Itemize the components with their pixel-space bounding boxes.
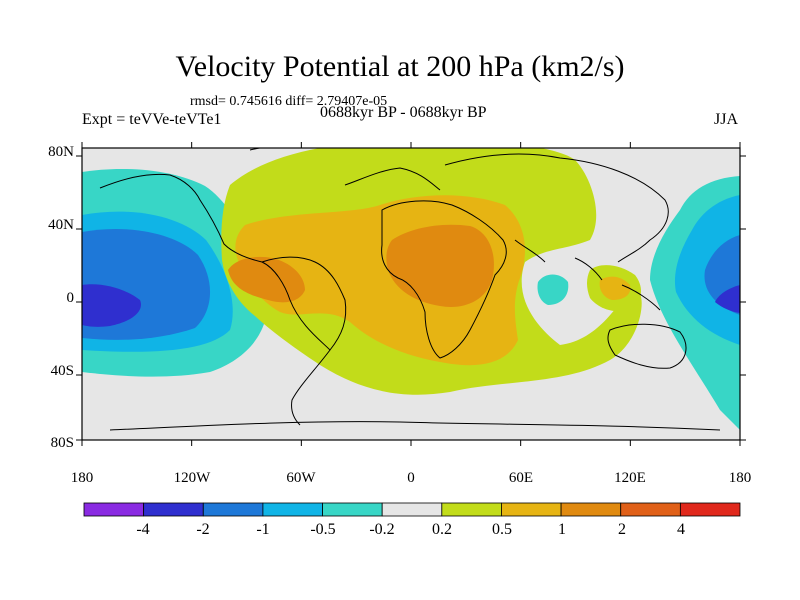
colorbar-box [262,502,323,517]
colorbar-label: -2 [196,521,209,538]
colorbar-label: 0.5 [492,521,512,538]
colorbar [83,502,741,517]
lat-tick-label: 0 [67,290,75,306]
lon-tick-label: 0 [407,470,415,486]
experiment-label: Expt = teVVe-teVTe1 [82,111,222,128]
lon-tick-label: 120E [614,470,646,486]
colorbar-label: 4 [677,521,685,538]
chart-title: Velocity Potential at 200 hPa (km2/s) [175,50,625,83]
colorbar-box [83,502,145,517]
colorbar-box [679,502,741,517]
colorbar-labels: -4 -2 -1 -0.5 -0.2 0.2 0.5 1 2 4 [136,521,685,538]
colorbar-box [441,502,502,517]
colorbar-label: -1 [256,521,269,538]
contour-field [82,148,740,440]
colorbar-box [143,502,204,517]
axis-ticks [76,142,746,446]
period-label: 0688kyr BP - 0688kyr BP [320,104,487,121]
stats-label: rmsd= 0.745616 diff= 2.79407e-05 [190,94,388,109]
lon-tick-label: 180 [729,470,752,486]
lat-tick-label: 40N [48,217,74,233]
coastlines [99,148,721,431]
colorbar-label: 1 [558,521,566,538]
contour-region [599,276,631,300]
contour-region [82,284,141,327]
colorbar-label: -0.2 [369,521,394,538]
colorbar-box [202,502,264,517]
contour-region [537,274,569,305]
colorbar-box [322,502,383,517]
contour-region [386,224,494,307]
colorbar-label: -4 [136,521,149,538]
lat-tick-label: 80N [48,144,74,160]
lon-tick-label: 120W [174,470,212,486]
contour-region [228,256,305,303]
colorbar-box [381,502,443,517]
season-label: JJA [714,111,739,128]
contour-region [715,285,740,313]
lat-tick-label: 40S [51,363,74,379]
colorbar-label: 0.2 [432,521,452,538]
colorbar-box [620,502,681,517]
colorbar-label: -0.5 [310,521,335,538]
lon-tick-label: 180 [71,470,94,486]
lon-tick-label: 60E [509,470,533,486]
lat-tick-label: 80S [51,435,74,451]
colorbar-box [501,502,562,517]
lon-tick-label: 60W [286,470,316,486]
colorbar-label: 2 [618,521,626,538]
colorbar-box [560,502,622,517]
